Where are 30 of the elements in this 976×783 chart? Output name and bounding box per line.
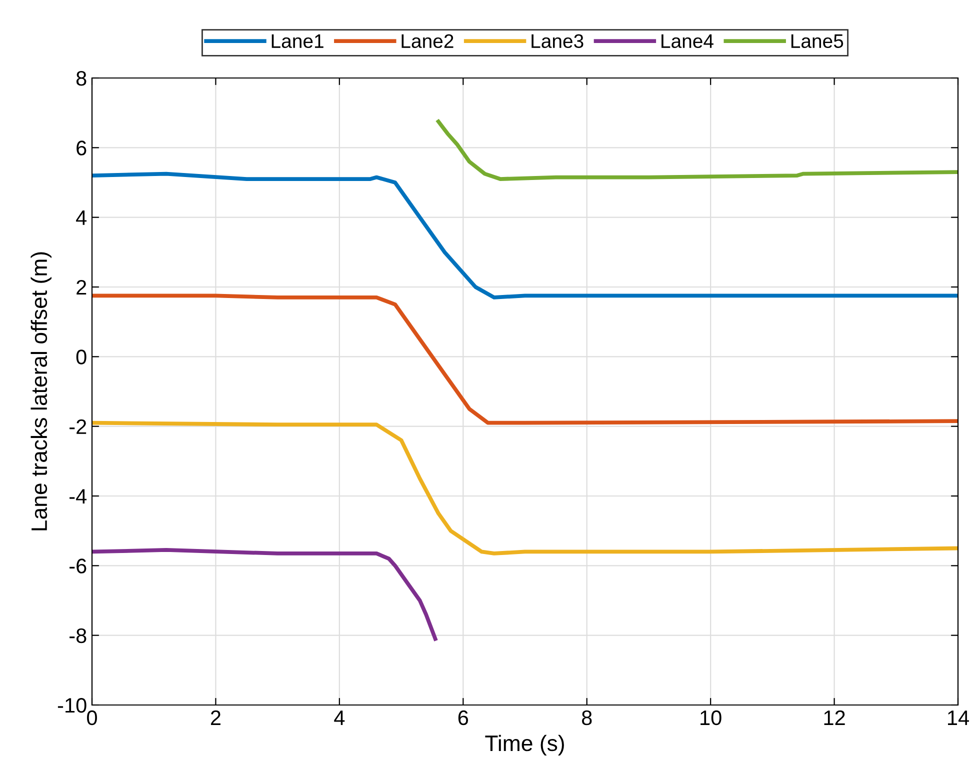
y-tick-label: 6 [76, 140, 86, 156]
y-axis-title: Lane tracks lateral offset (m) [30, 252, 52, 530]
y-tick-label: -2 [70, 419, 86, 434]
line-series [92, 420, 958, 556]
x-tick-label: 0 [87, 710, 97, 726]
legend-label: Lane4 [662, 34, 714, 48]
line-series [436, 120, 958, 181]
line-series [92, 548, 438, 641]
x-tick-label: 12 [824, 710, 845, 725]
x-tick-label: 14 [948, 710, 969, 725]
x-axis-title: Time (s) [485, 734, 564, 756]
y-tick-label: 0 [76, 350, 86, 364]
y-tick-label: 2 [76, 280, 86, 295]
x-tick-label: 8 [582, 710, 592, 726]
legend-label: Lane5 [791, 34, 844, 48]
y-tick-label: -10 [58, 698, 86, 713]
x-tick-label: 6 [458, 710, 468, 726]
y-tick-label: 8 [76, 71, 86, 86]
legend-label: Lane3 [532, 34, 584, 48]
x-tick-label: 4 [334, 710, 345, 725]
y-tick-label: -6 [70, 558, 86, 574]
x-tick-label: 2 [210, 710, 220, 725]
y-tick-label: 4 [76, 210, 87, 225]
legend-label: Lane1 [272, 34, 324, 48]
y-tick-label: -4 [70, 489, 87, 504]
line-series [92, 172, 958, 300]
legend-label: Lane2 [402, 34, 454, 48]
x-tick-label: 10 [700, 710, 722, 726]
line-series [92, 294, 958, 425]
y-tick-label: -8 [70, 628, 86, 644]
